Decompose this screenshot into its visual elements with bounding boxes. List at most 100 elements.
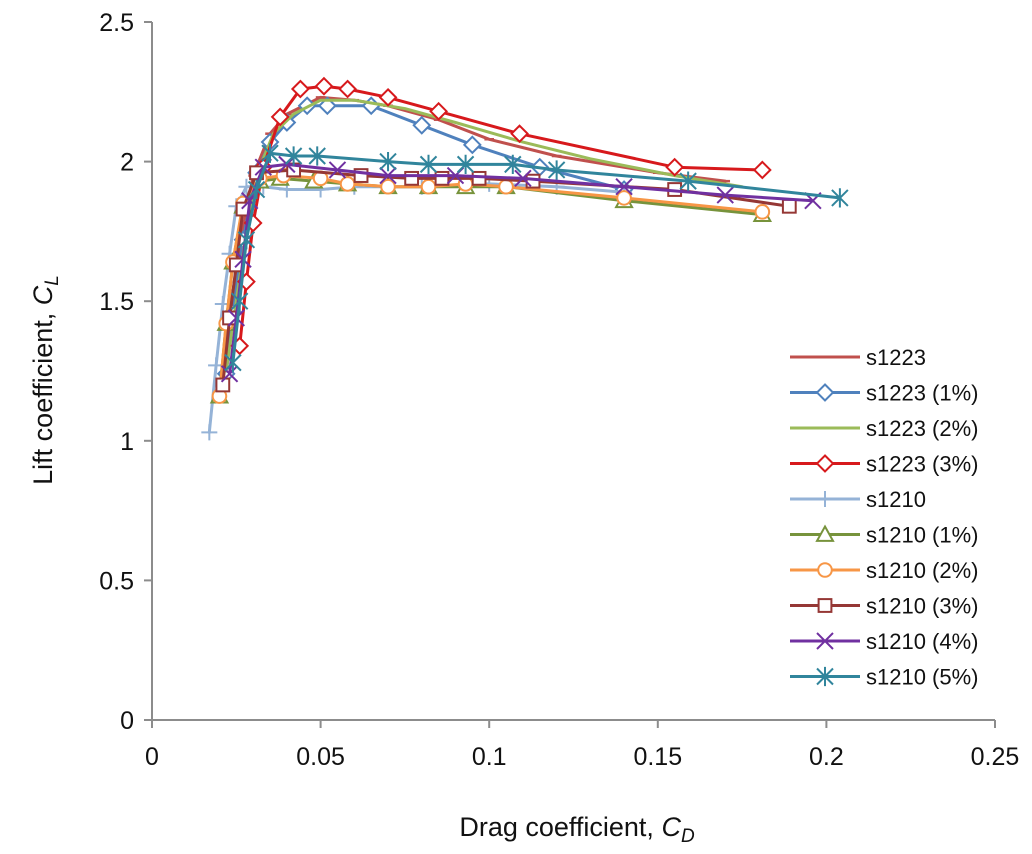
- data-point: [525, 173, 541, 189]
- series-s1210-3: [215, 162, 797, 393]
- data-point: [665, 157, 685, 177]
- series-line: [224, 104, 626, 376]
- legend-label: s1223 (2%): [866, 416, 979, 441]
- series-line: [231, 151, 842, 365]
- data-point: [201, 424, 218, 441]
- data-point: [752, 160, 772, 180]
- legend-label: s1210 (2%): [866, 558, 979, 583]
- legend-item: s1210: [790, 487, 926, 512]
- series-line: [224, 98, 744, 373]
- data-point: [379, 166, 397, 185]
- legend-item: s1210 (4%): [790, 629, 979, 654]
- data-point: [716, 186, 734, 204]
- data-point: [456, 154, 475, 174]
- data-point: [379, 152, 397, 172]
- series-line: [207, 182, 626, 434]
- data-point: [412, 115, 432, 135]
- data-point: [817, 562, 833, 578]
- legend-item: s1223 (1%): [790, 381, 979, 406]
- data-point: [419, 154, 438, 174]
- y-axis-title: Lift coefficient, CL: [28, 275, 63, 485]
- data-point: [816, 666, 834, 687]
- data-point: [815, 524, 835, 542]
- data-point: [514, 169, 532, 188]
- data-point: [781, 198, 797, 214]
- data-point: [815, 454, 835, 473]
- data-point: [380, 178, 396, 195]
- data-point: [754, 204, 771, 220]
- data-point: [317, 96, 337, 116]
- data-point: [510, 124, 529, 144]
- x-tick-label: 0.05: [296, 743, 345, 771]
- data-point: [679, 171, 697, 191]
- series-s1210: [201, 175, 633, 441]
- x-tick-label: 0: [145, 743, 159, 771]
- data-point: [498, 178, 514, 195]
- legend-label: s1210 (1%): [866, 523, 979, 548]
- data-point: [314, 76, 334, 96]
- axes: [151, 22, 995, 721]
- legend-item: s1223 (3%): [790, 452, 979, 477]
- data-point: [361, 96, 381, 116]
- x-tick-label: 0.25: [971, 743, 1020, 771]
- series-s1210-5: [224, 143, 849, 373]
- y-tick-label: 1.5: [99, 288, 134, 316]
- data-point: [404, 170, 420, 186]
- series-s1223-3: [230, 76, 772, 356]
- data-point: [817, 598, 833, 613]
- data-point: [434, 170, 450, 186]
- data-point: [224, 353, 242, 373]
- data-point: [462, 135, 482, 155]
- data-point: [817, 491, 833, 507]
- data-point: [284, 146, 303, 166]
- x-tick-label: 0.2: [809, 743, 844, 771]
- y-tick-label: 2: [120, 149, 134, 177]
- data-point: [220, 365, 239, 383]
- data-point: [261, 143, 279, 163]
- series-s1223-2: [224, 98, 744, 373]
- data-point: [227, 309, 246, 327]
- y-axis-title-text: Lift coefficient,: [28, 305, 58, 485]
- legend-label: s1223 (3%): [866, 452, 979, 477]
- x-axis-title-symbol: C: [661, 812, 681, 842]
- x-axis-title-text: Drag coefficient,: [459, 812, 661, 842]
- y-tick-label: 0.5: [99, 567, 134, 595]
- data-point: [328, 161, 347, 179]
- series-layer: [201, 76, 849, 441]
- x-tick-label: 0.15: [633, 743, 682, 771]
- data-point: [290, 79, 310, 99]
- data-point: [270, 107, 290, 127]
- data-point: [230, 291, 249, 311]
- y-axis-title-subscript: L: [42, 275, 63, 286]
- legend-item: s1223: [790, 345, 926, 370]
- data-point: [339, 176, 356, 192]
- data-point: [215, 377, 231, 393]
- legend-item: s1210 (1%): [790, 523, 979, 548]
- data-point: [378, 87, 398, 107]
- data-point: [247, 179, 266, 200]
- data-point: [471, 170, 487, 186]
- legend-label: s1223 (1%): [866, 381, 979, 406]
- data-point: [278, 155, 296, 174]
- legend: s1223 s1223 (1%) s1223 (2%) s1223 (3%) s1210…: [790, 345, 979, 690]
- data-point: [429, 101, 449, 121]
- y-tick-label: 1: [120, 428, 134, 456]
- data-point: [547, 160, 566, 180]
- y-tick-label: 2.5: [99, 9, 134, 37]
- x-axis-title: Drag coefficient, CD: [459, 812, 695, 847]
- legend-item: s1210 (2%): [790, 558, 979, 583]
- legend-label: s1223: [866, 345, 926, 370]
- series-line: [217, 174, 764, 398]
- data-point: [308, 146, 326, 166]
- legend-item: s1210 (3%): [790, 594, 979, 619]
- legend-item: s1210 (5%): [790, 665, 979, 690]
- data-point: [815, 383, 835, 402]
- x-tick-label: 0.1: [472, 743, 507, 771]
- series-s1210-2: [211, 167, 771, 404]
- series-line: [221, 168, 791, 387]
- legend-label: s1210: [866, 487, 926, 512]
- legend-item: s1223 (2%): [790, 416, 979, 441]
- series-line: [217, 176, 764, 398]
- data-point: [237, 230, 256, 250]
